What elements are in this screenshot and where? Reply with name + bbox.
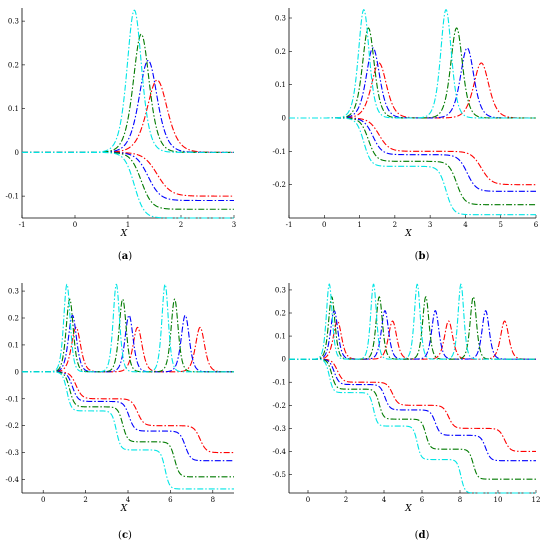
x-tick-label: 0	[306, 496, 310, 504]
panel-caption: (c)	[118, 530, 132, 541]
series-2-kink-line	[22, 371, 234, 478]
y-tick-label: 0	[15, 149, 19, 157]
series-1-kink-line	[289, 358, 536, 462]
y-tick-label: 0.2	[8, 61, 19, 69]
series-1-kink-line	[22, 371, 234, 462]
series-2-kink-line	[289, 117, 536, 206]
series-0-kink-line	[289, 117, 536, 186]
x-tick-label: 0	[41, 496, 45, 504]
series-0-wave-line	[289, 62, 536, 119]
x-tick-label: 4	[126, 496, 131, 504]
y-tick-label: 0.3	[275, 15, 286, 23]
series-2-wave-line	[289, 296, 536, 360]
x-tick-label: 4	[382, 496, 387, 504]
series-3-kink-line	[289, 358, 536, 494]
y-tick-label: -0.2	[273, 402, 287, 410]
y-tick-label: -0.2	[273, 181, 287, 189]
series-3-wave-line	[22, 283, 234, 373]
series-3-kink-line	[289, 117, 536, 216]
x-tick-label: 2	[83, 496, 87, 504]
y-tick-label: 0.3	[275, 286, 286, 294]
panel-caption: (b)	[415, 251, 430, 262]
x-tick-label: 10	[494, 496, 503, 504]
y-tick-label: 0.1	[8, 341, 19, 349]
x-tick-label: 3	[232, 221, 236, 229]
y-tick-label: 0.3	[8, 288, 19, 296]
panel-caption: (d)	[415, 530, 430, 541]
x-tick-label: -1	[19, 221, 26, 229]
y-tick-label: 0	[15, 368, 19, 376]
panel-d: 0 2 4 6 8 10 12 -0.5 -0.4 -0.3 -0.2 -0.1 0 0.1 0.2 0.3 X…	[273, 283, 541, 541]
panel-caption: (a)	[118, 251, 132, 262]
panel-caption-letter: c	[122, 530, 128, 541]
x-tick-label: 8	[211, 496, 215, 504]
y-tick-label: -0.1	[6, 395, 20, 403]
series-3-kink-line	[22, 151, 234, 219]
panel-b: -1 0 1 2 3 4 5 6 -0.2 -0.1 0 0.1 0.2 0.3 X (b)	[273, 8, 539, 262]
series-3-wave-line	[289, 8, 536, 119]
y-tick-label: -0.1	[6, 193, 20, 201]
series-3-wave-line	[22, 9, 234, 153]
y-tick-label: -0.3	[273, 425, 287, 433]
series-3-wave-line	[289, 283, 536, 360]
panel-caption-letter: d	[419, 530, 426, 541]
series-0-kink-line	[22, 151, 234, 197]
series-3-kink-line	[22, 371, 234, 490]
x-tick-label: -1	[286, 221, 293, 229]
y-tick-label: -0.4	[6, 476, 20, 484]
series-1-kink-line	[22, 151, 234, 202]
y-tick-label: -0.3	[6, 449, 20, 457]
y-tick-label: 0.1	[8, 105, 19, 113]
y-tick-label: -0.2	[6, 422, 20, 430]
y-tick-label: 0.1	[275, 81, 286, 89]
x-tick-label: 8	[458, 496, 462, 504]
series-1-wave-line	[22, 314, 234, 373]
x-tick-label: 6	[534, 221, 539, 229]
x-tick-label: 2	[393, 221, 397, 229]
y-tick-label: -0.1	[273, 148, 287, 156]
y-tick-label: 0.1	[275, 333, 286, 341]
x-tick-label: 6	[420, 496, 425, 504]
x-tick-label: 12	[532, 496, 541, 504]
x-tick-label: 1	[126, 221, 130, 229]
series-2-wave-line	[289, 27, 536, 119]
x-tick-label: 2	[179, 221, 183, 229]
x-axis-label: X	[120, 504, 128, 514]
panel-c: 0 2 4 6 8 -0.4 -0.3 -0.2 -0.1 0 0.1 0.2 0.3 X (c)	[6, 283, 235, 541]
y-tick-label: -0.1	[273, 379, 287, 387]
series-2-wave-line	[22, 298, 234, 373]
series-1-wave-line	[22, 59, 234, 153]
y-tick-label: 0.3	[8, 18, 19, 26]
x-tick-label: 4	[463, 221, 468, 229]
x-tick-label: 0	[322, 221, 326, 229]
x-tick-label: 0	[73, 221, 77, 229]
y-tick-label: 0.2	[275, 310, 286, 318]
panel-a: -1 0 1 2 3 -0.1 0 0.1 0.2 0.3 X (a)	[6, 8, 236, 262]
series-1-wave-line	[289, 310, 536, 360]
x-tick-label: 6	[168, 496, 173, 504]
y-tick-label: 0	[282, 115, 286, 123]
y-tick-label: 0.2	[8, 315, 19, 323]
x-axis-label: X	[404, 504, 412, 514]
panel-caption-letter: b	[419, 251, 426, 262]
series-0-kink-line	[289, 358, 536, 453]
y-tick-label: 0.2	[275, 48, 286, 56]
x-axis-label: X	[404, 229, 412, 239]
series-1-kink-line	[289, 117, 536, 192]
x-tick-label: 3	[428, 221, 432, 229]
x-tick-label: 5	[498, 221, 502, 229]
x-tick-label: 2	[344, 496, 348, 504]
x-tick-label: 1	[357, 221, 361, 229]
y-tick-label: -0.5	[273, 471, 287, 479]
panel-caption-letter: a	[122, 251, 129, 262]
series-2-kink-line	[289, 358, 536, 480]
y-tick-label: 0	[282, 356, 286, 364]
y-tick-label: -0.4	[273, 448, 287, 456]
series-2-kink-line	[22, 151, 234, 210]
series-1-wave-line	[289, 47, 536, 119]
x-axis-label: X	[120, 229, 128, 239]
